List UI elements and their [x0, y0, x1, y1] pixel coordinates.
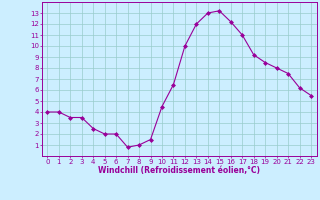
X-axis label: Windchill (Refroidissement éolien,°C): Windchill (Refroidissement éolien,°C) [98, 166, 260, 175]
